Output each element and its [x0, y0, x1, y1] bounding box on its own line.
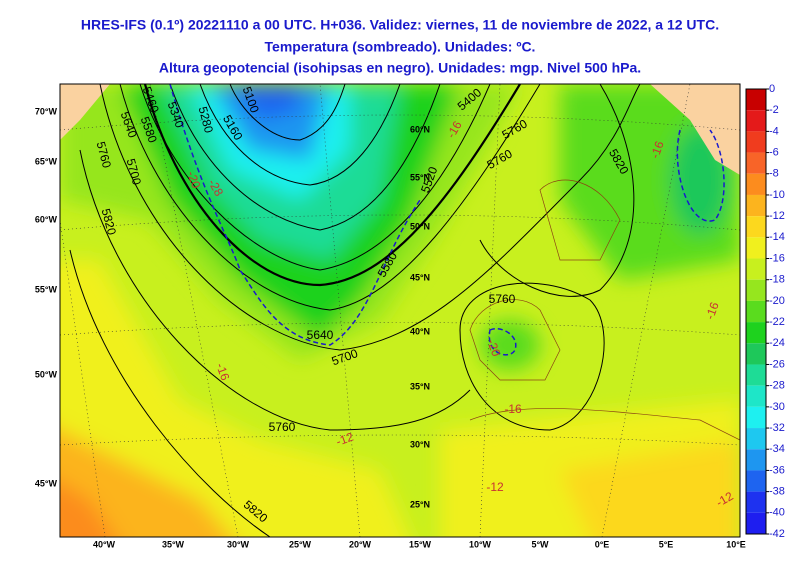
title: HRES-IFS (0.1º) 20221110 a 00 UTC. H+036…: [81, 17, 719, 33]
lon-label: 5°E: [659, 539, 674, 549]
colorbar-box: [746, 364, 766, 386]
colorbar-label: 0: [769, 83, 775, 95]
lon-label: 10°W: [469, 539, 492, 549]
subtitle: Temperatura (sombreado). Unidades: ºC.: [265, 39, 536, 55]
colorbar-box: [746, 300, 766, 323]
colorbar-label: -16: [769, 252, 785, 264]
lat-label: 25°N: [410, 499, 430, 509]
lat-label: 65°W: [35, 156, 58, 166]
colorbar-box: [746, 237, 766, 259]
colorbar-label: -36: [769, 464, 785, 476]
colorbar-label: -42: [769, 528, 785, 540]
colorbar-box: [746, 343, 766, 365]
colorbar-box: [746, 152, 766, 174]
lat-label: 45°W: [35, 478, 58, 488]
contour-label: 5700: [124, 157, 145, 187]
colorbar-label: -20: [769, 295, 785, 307]
lon-label: 10°E: [726, 539, 746, 549]
colorbar-box: [746, 512, 766, 534]
colorbar-frame: [745, 88, 767, 535]
lat-label: 60°N: [410, 124, 430, 134]
colorbar-label: -14: [769, 231, 785, 243]
colorbar-box: [746, 89, 766, 111]
lat-label: 45°N: [410, 272, 430, 282]
colorbar-label: -38: [769, 486, 785, 498]
lon-label: 20°W: [349, 539, 372, 549]
colorbar-box: [746, 110, 766, 132]
colorbar-label: -34: [769, 443, 785, 455]
lat-label: 70°W: [35, 106, 58, 116]
lat-label: 55°W: [35, 284, 58, 294]
lon-label: 5°W: [531, 539, 549, 549]
lon-label: 15°W: [409, 539, 432, 549]
colorbar-box: [746, 173, 766, 195]
lat-label: 50°N: [410, 221, 430, 231]
lon-label: 35°W: [162, 539, 185, 549]
colorbar-box: [746, 470, 766, 492]
map-frame: [59, 83, 741, 538]
contour-label: -16: [213, 361, 232, 382]
contour-label: 5760: [269, 420, 296, 434]
colorbar-label: -18: [769, 274, 785, 286]
colorbar-label: -10: [769, 189, 785, 201]
contour-label: 5760: [489, 292, 516, 306]
lat-label: 40°N: [410, 326, 430, 336]
colorbar-box: [746, 428, 766, 450]
contour-label: -12: [486, 480, 504, 494]
lat-label: 55°N: [410, 172, 430, 182]
colorbar-box: [746, 258, 766, 280]
lon-label: 30°W: [227, 539, 250, 549]
colorbar-label: -26: [769, 358, 785, 370]
lat-label: 60°W: [35, 214, 58, 224]
contour-label: -16: [703, 300, 722, 321]
contour-label: -20: [484, 337, 503, 358]
contour-label: 5640: [307, 328, 334, 342]
colorbar-label: -22: [769, 316, 785, 328]
colorbar-label: -32: [769, 422, 785, 434]
colorbar-label: -40: [769, 507, 785, 519]
colorbar-box: [746, 449, 766, 471]
subtitle: Altura geopotencial (isohipsas en negro)…: [159, 60, 641, 76]
colorbar-label: -4: [769, 125, 779, 137]
contour-label: -12: [334, 430, 355, 449]
colorbar-box: [746, 322, 766, 344]
lon-label: 40°W: [93, 539, 116, 549]
colorbar-box: [746, 406, 766, 429]
lon-label: 25°W: [289, 539, 312, 549]
lat-label: 50°W: [35, 369, 58, 379]
colorbar-label: -6: [769, 146, 779, 158]
colorbar-label: -28: [769, 380, 785, 392]
map: [60, 84, 740, 537]
colorbar-box: [746, 385, 766, 407]
colorbar-box: [746, 216, 766, 238]
contour-label: 5820: [99, 207, 120, 237]
colorbar-label: -24: [769, 337, 785, 349]
contour-label: -16: [648, 139, 667, 160]
colorbar-box: [746, 194, 766, 217]
colorbar-box: [746, 131, 766, 153]
colorbar-box: [746, 491, 766, 513]
lon-label: 0°E: [595, 539, 610, 549]
contour-label: -20: [184, 169, 203, 190]
lat-label: 30°N: [410, 439, 430, 449]
colorbar-label: -2: [769, 104, 779, 116]
colorbar-label: -8: [769, 168, 779, 180]
contour-label: -16: [504, 402, 522, 416]
contour-label: 5760: [94, 140, 115, 170]
lat-label: 35°N: [410, 381, 430, 391]
colorbar-label: -12: [769, 210, 785, 222]
contour-label: 5280: [196, 105, 217, 135]
colorbar-box: [746, 279, 766, 301]
colorbar-label: -30: [769, 401, 785, 413]
